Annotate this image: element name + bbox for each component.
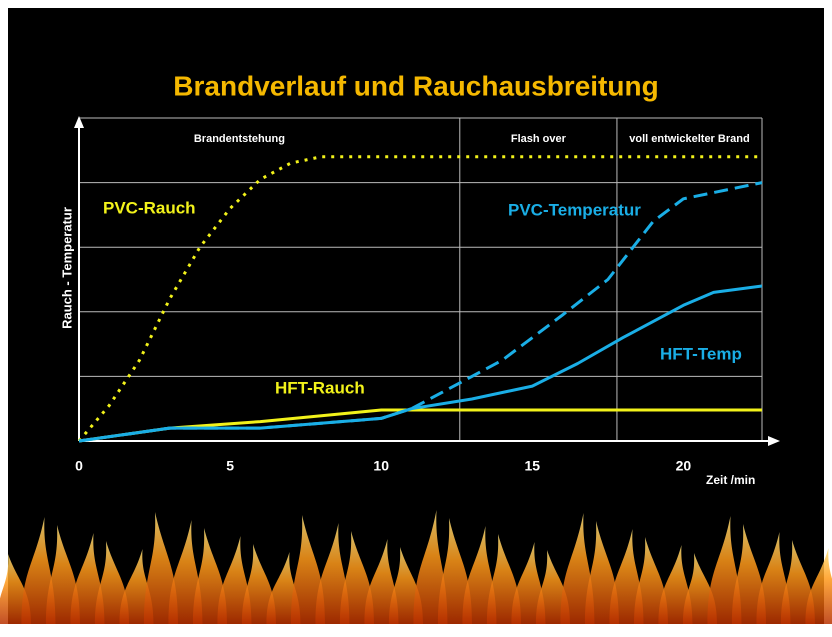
y-axis-label: Rauch - Temperatur xyxy=(59,207,74,329)
chart-title: Brandverlauf und Rauchausbreitung xyxy=(173,70,658,101)
x-tick-label: 0 xyxy=(75,458,83,474)
x-axis-label: Zeit /min xyxy=(706,473,755,487)
series-label: PVC-Temperatur xyxy=(508,200,641,219)
x-tick-label: 15 xyxy=(525,458,541,474)
x-tick-label: 20 xyxy=(676,458,692,474)
series-label: PVC-Rauch xyxy=(103,198,196,217)
x-tick-label: 5 xyxy=(226,458,234,474)
phase-label: Brandentstehung xyxy=(194,133,285,145)
phase-label: Flash over xyxy=(511,133,567,145)
x-tick-label: 10 xyxy=(373,458,389,474)
series-label: HFT-Rauch xyxy=(275,378,365,397)
phase-label: voll entwickelter Brand xyxy=(629,133,749,145)
series-label: HFT-Temp xyxy=(660,344,742,363)
